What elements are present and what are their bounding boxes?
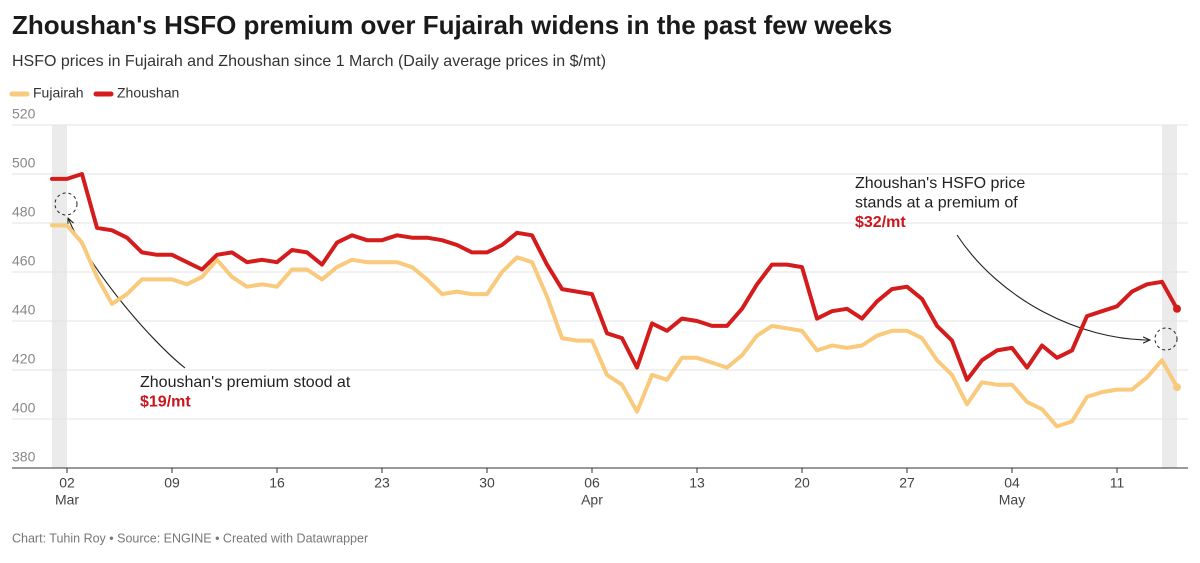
highlight-circle bbox=[54, 192, 78, 216]
y-tick-label: 520 bbox=[12, 106, 36, 122]
chart-title: Zhoushan's HSFO premium over Fujairah wi… bbox=[12, 10, 892, 40]
x-tick-month: Apr bbox=[581, 492, 603, 508]
annotation-text: stands at a premium of bbox=[855, 195, 1018, 212]
y-tick-label: 420 bbox=[12, 351, 36, 367]
x-tick-label: 16 bbox=[269, 475, 285, 491]
y-tick-label: 480 bbox=[12, 204, 36, 220]
x-tick-month: Mar bbox=[55, 492, 79, 508]
x-tick-label: 20 bbox=[794, 475, 810, 491]
annotation-text: Zhoushan's HSFO price bbox=[855, 175, 1025, 192]
line-series bbox=[50, 172, 1179, 382]
annotation-arrow bbox=[956, 234, 1150, 340]
y-tick-label: 400 bbox=[12, 400, 36, 416]
x-tick-label: 30 bbox=[479, 475, 495, 491]
y-tick-label: 440 bbox=[12, 302, 36, 318]
x-tick-label: 13 bbox=[689, 475, 705, 491]
x-tick-label: 09 bbox=[164, 475, 180, 491]
end-point bbox=[1173, 304, 1181, 313]
legend-label: Fujairah bbox=[33, 85, 84, 101]
x-tick-label: 11 bbox=[1110, 475, 1125, 491]
line-series bbox=[50, 223, 1179, 429]
end-point bbox=[1173, 383, 1181, 392]
x-tick-label: 06 bbox=[584, 475, 600, 491]
annotation-highlight: $19/mt bbox=[140, 394, 191, 411]
x-tick-label: 27 bbox=[899, 475, 915, 491]
x-tick-label: 23 bbox=[374, 475, 390, 491]
x-tick-label: 02 bbox=[59, 475, 75, 491]
highlight-circle bbox=[1154, 327, 1178, 351]
annotation-text: Zhoushan's premium stood at bbox=[140, 374, 351, 391]
highlight-band bbox=[52, 125, 67, 468]
y-tick-label: 500 bbox=[12, 155, 36, 171]
chart-subtitle: HSFO prices in Fujairah and Zhoushan sin… bbox=[12, 53, 606, 70]
legend-label: Zhoushan bbox=[117, 85, 179, 101]
y-tick-label: 460 bbox=[12, 253, 36, 269]
x-tick-month: May bbox=[999, 492, 1025, 508]
y-tick-label: 380 bbox=[12, 449, 36, 465]
annotation-highlight: $32/mt bbox=[855, 214, 906, 231]
chart-footer: Chart: Tuhin Roy • Source: ENGINE • Crea… bbox=[12, 531, 368, 545]
x-tick-label: 04 bbox=[1004, 475, 1020, 491]
